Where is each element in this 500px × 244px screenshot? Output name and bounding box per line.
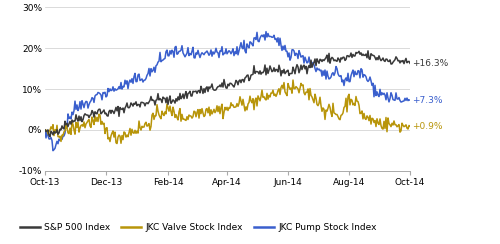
Text: +16.3%: +16.3% bbox=[412, 59, 448, 68]
Text: +0.9%: +0.9% bbox=[412, 122, 442, 131]
Legend: S&P 500 Index, JKC Valve Stock Index, JKC Pump Stock Index: S&P 500 Index, JKC Valve Stock Index, JK… bbox=[16, 219, 380, 236]
Text: +7.3%: +7.3% bbox=[412, 96, 442, 105]
